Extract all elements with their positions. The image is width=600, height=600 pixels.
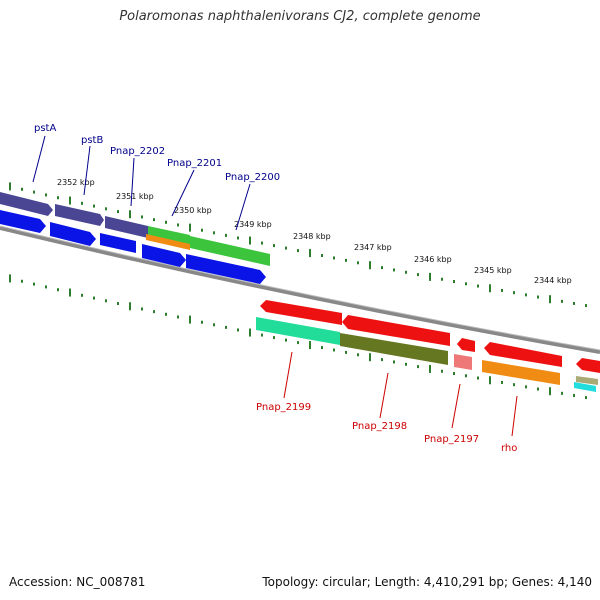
gene-label-Pnap_2202: Pnap_2202 xyxy=(110,146,165,157)
leader-pstB xyxy=(83,145,91,196)
leader-Pnap_2200 xyxy=(235,183,251,231)
forward-genes-row1 xyxy=(0,192,270,266)
gene-reverse-tan-edge[interactable] xyxy=(576,376,598,385)
gene-label-rho: rho xyxy=(501,443,517,454)
accession-text: Accession: NC_008781 xyxy=(9,575,146,589)
reverse-genes-row1 xyxy=(260,300,600,373)
genome-summary-text: Topology: circular; Length: 4,410,291 bp… xyxy=(262,575,592,589)
ruler-label-2344: 2344 kbp xyxy=(534,276,572,285)
gene-forward-blue-5[interactable] xyxy=(186,254,266,284)
ruler-label-2350: 2350 kbp xyxy=(174,206,212,215)
gene-forward-blue-2[interactable] xyxy=(50,222,96,246)
ruler-labels: 2352 kbp 2351 kbp 2350 kbp 2349 kbp 2348… xyxy=(57,178,572,285)
gene-pstB-feature[interactable] xyxy=(55,204,104,226)
gene-Pnap_2198-red-feature[interactable] xyxy=(342,315,450,346)
ruler-label-2349: 2349 kbp xyxy=(234,220,272,229)
reverse-genes-row2 xyxy=(256,317,598,392)
gene-reverse-red-edge[interactable] xyxy=(576,358,600,373)
forward-gene-labels: pstA pstB Pnap_2202 Pnap_2201 Pnap_2200 xyxy=(32,123,280,231)
leader-Pnap_2198 xyxy=(379,372,389,419)
reverse-gene-labels: Pnap_2199 Pnap_2198 Pnap_2197 rho xyxy=(256,351,518,454)
ruler-label-2347: 2347 kbp xyxy=(354,243,392,252)
leader-Pnap_2199 xyxy=(283,351,293,399)
gene-Pnap_2199-feature[interactable] xyxy=(256,317,340,345)
gene-label-pstA: pstA xyxy=(34,123,56,134)
gene-label-pstB: pstB xyxy=(81,135,103,146)
gene-pstA-feature[interactable] xyxy=(0,192,53,216)
gene-forward-blue-1[interactable] xyxy=(0,210,46,233)
gene-label-Pnap_2198: Pnap_2198 xyxy=(352,421,407,432)
outer-tick-row xyxy=(9,182,587,308)
gene-label-Pnap_2201: Pnap_2201 xyxy=(167,158,222,169)
gene-label-Pnap_2199: Pnap_2199 xyxy=(256,402,311,413)
gene-label-Pnap_2197: Pnap_2197 xyxy=(424,434,479,445)
ruler-label-2351: 2351 kbp xyxy=(116,192,154,201)
gene-Pnap_2197-red-feature[interactable] xyxy=(457,338,475,352)
gene-reverse-cyan-edge[interactable] xyxy=(574,382,596,392)
gene-reverse-red-1[interactable] xyxy=(260,300,342,325)
leader-Pnap_2197 xyxy=(451,383,461,429)
gene-label-Pnap_2200: Pnap_2200 xyxy=(225,172,280,183)
leader-Pnap_2201 xyxy=(171,169,195,217)
forward-genes-row2 xyxy=(0,210,266,284)
ruler-label-2345: 2345 kbp xyxy=(474,266,512,275)
ruler-label-2346: 2346 kbp xyxy=(414,255,452,264)
gene-Pnap_2202-feature[interactable] xyxy=(105,216,148,238)
gene-forward-blue-3[interactable] xyxy=(100,233,136,253)
ruler-label-2352: 2352 kbp xyxy=(57,178,95,187)
leader-rho xyxy=(511,395,518,437)
gene-Pnap_2197-feature[interactable] xyxy=(454,354,472,370)
leader-Pnap_2202 xyxy=(130,157,135,207)
map-title: Polaromonas naphthalenivorans CJ2, compl… xyxy=(119,9,481,24)
gene-Pnap_2200-feature[interactable] xyxy=(190,236,270,266)
gene-rho-red-feature[interactable] xyxy=(484,342,562,367)
gene-rho-feature[interactable] xyxy=(482,360,560,385)
genome-backbone-highlight xyxy=(0,225,600,351)
ruler-label-2348: 2348 kbp xyxy=(293,232,331,241)
gene-Pnap_2198-feature[interactable] xyxy=(340,333,448,365)
gene-forward-blue-4[interactable] xyxy=(142,244,186,267)
gene-Pnap_2201-feature[interactable] xyxy=(146,234,190,250)
inner-tick-row xyxy=(9,274,587,400)
leader-pstA xyxy=(32,135,46,183)
genome-backbone xyxy=(0,226,600,354)
